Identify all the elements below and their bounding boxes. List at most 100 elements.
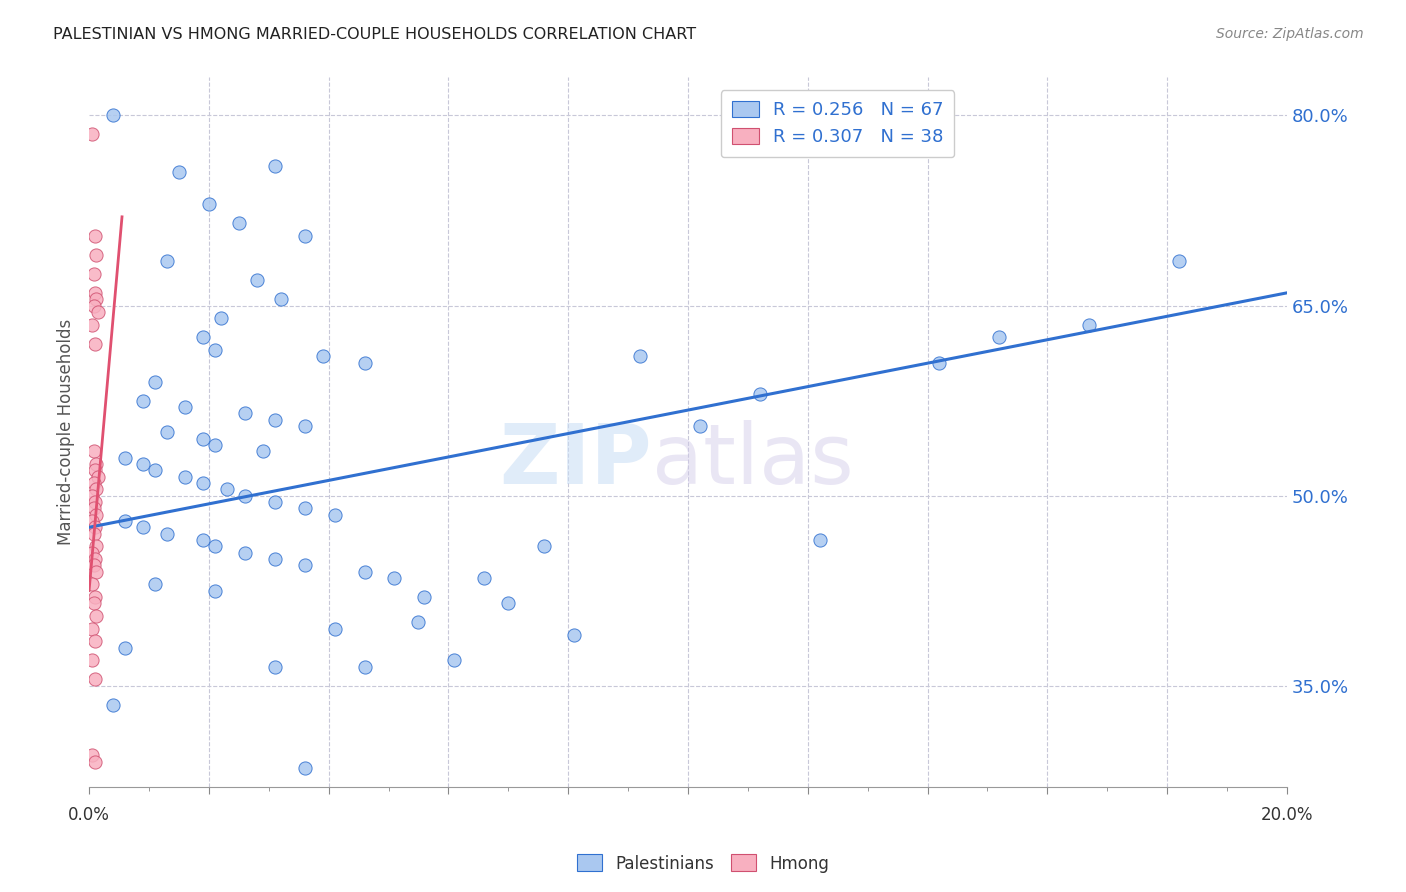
Point [323,508,346,522]
Point [80,653,103,667]
Point [84,755,107,769]
Point [191,475,214,490]
Point [408,615,430,630]
Point [80,748,103,763]
Point [215,483,238,497]
Point [233,406,256,420]
Point [174,400,197,414]
Point [191,432,214,446]
Point [143,375,166,389]
Text: ZIP: ZIP [499,420,652,501]
Point [808,533,831,547]
Point [132,393,155,408]
Point [84,609,107,624]
Point [689,418,711,433]
Point [988,330,1011,344]
Point [472,571,495,585]
Point [928,355,950,369]
Point [143,463,166,477]
Point [353,565,375,579]
Point [263,659,285,673]
Point [198,197,221,211]
Point [323,622,346,636]
Y-axis label: Married-couple Households: Married-couple Households [58,319,75,545]
Point [167,165,190,179]
Point [114,450,136,465]
Point [156,254,179,268]
Point [209,311,232,326]
Point [80,622,103,636]
Point [84,565,107,579]
Point [84,634,107,648]
Point [132,457,155,471]
Point [80,318,103,332]
Point [83,526,105,541]
Point [132,520,155,534]
Point [191,533,214,547]
Point [101,698,124,712]
Text: 0.0%: 0.0% [67,806,110,824]
Point [191,330,214,344]
Point [84,285,107,300]
Point [84,228,107,243]
Point [233,489,256,503]
Point [101,108,124,122]
Point [228,216,250,230]
Point [294,501,316,516]
Point [80,514,103,528]
Point [204,583,226,598]
Point [204,438,226,452]
Point [294,418,316,433]
Point [174,469,197,483]
Point [263,495,285,509]
Point [263,412,285,426]
Point [270,292,292,306]
Point [80,128,103,142]
Point [80,577,103,591]
Legend: Palestinians, Hmong: Palestinians, Hmong [571,847,835,880]
Point [413,590,436,604]
Point [384,571,406,585]
Point [87,469,110,483]
Point [84,457,107,471]
Point [84,495,107,509]
Point [84,590,107,604]
Point [748,387,770,401]
Point [143,577,166,591]
Point [533,539,555,553]
Point [114,640,136,655]
Point [84,292,107,306]
Point [84,508,107,522]
Point [84,483,107,497]
Point [1168,254,1191,268]
Point [204,539,226,553]
Point [84,248,107,262]
Point [311,349,333,363]
Point [156,425,179,440]
Point [84,539,107,553]
Point [84,336,107,351]
Point [263,159,285,173]
Point [84,673,107,687]
Text: 20.0%: 20.0% [1261,806,1313,824]
Point [83,299,105,313]
Point [84,552,107,566]
Point [353,355,375,369]
Point [83,444,105,458]
Point [83,475,105,490]
Point [80,489,103,503]
Text: Source: ZipAtlas.com: Source: ZipAtlas.com [1216,27,1364,41]
Point [84,463,107,477]
Point [443,653,465,667]
Point [498,596,520,610]
Legend: R = 0.256   N = 67, R = 0.307   N = 38: R = 0.256 N = 67, R = 0.307 N = 38 [721,90,955,157]
Point [562,628,585,642]
Point [233,546,256,560]
Point [80,546,103,560]
Point [87,305,110,319]
Text: atlas: atlas [652,420,853,501]
Point [83,501,105,516]
Point [114,514,136,528]
Point [83,596,105,610]
Point [204,343,226,357]
